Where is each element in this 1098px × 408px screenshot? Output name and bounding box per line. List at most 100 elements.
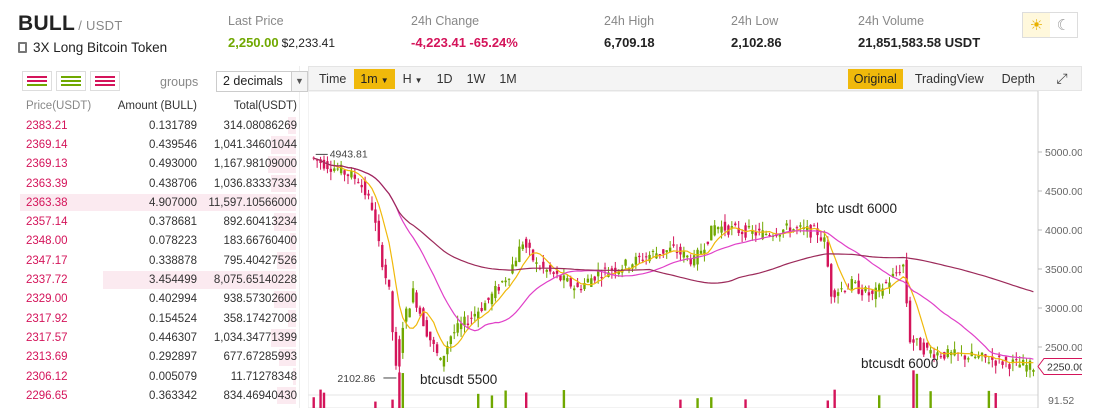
candle-body <box>435 344 439 354</box>
order-book-row[interactable]: 2363.39 0.438706 1,036.83337334 <box>18 174 299 193</box>
volume-bar <box>562 390 566 408</box>
order-book-row[interactable]: 2329.00 0.402994 938.57302600 <box>18 290 299 309</box>
groups-label: groups <box>160 75 199 89</box>
view-tradingview[interactable]: TradingView <box>914 71 984 86</box>
candle-body <box>720 226 723 233</box>
row-price: 2306.12 <box>26 370 68 383</box>
row-total: 892.60413234 <box>223 216 297 229</box>
chevron-down-icon[interactable]: ▼ <box>414 75 423 85</box>
candle-body <box>456 323 459 333</box>
view-original[interactable]: Original <box>847 68 903 89</box>
volume-bar <box>929 391 932 408</box>
candle-body <box>518 246 521 262</box>
theme-toggle[interactable]: ☀ ☾ <box>1022 12 1078 38</box>
candle-body <box>977 355 980 358</box>
candle-body <box>943 352 946 359</box>
volume-bar <box>401 373 405 408</box>
candle-body <box>576 282 579 288</box>
row-price: 2296.65 <box>26 389 68 402</box>
candle-body <box>357 182 360 184</box>
row-amount: 0.154524 <box>149 312 197 325</box>
candlestick-chart[interactable]: 5000.00 4500.00 4000.00 3500.00 3000.00 2500.… <box>307 90 1087 408</box>
order-book-row[interactable]: 2337.72 3.454499 8,075.65140228 <box>18 270 299 289</box>
volume-bar <box>994 393 997 408</box>
candle-body <box>490 293 494 305</box>
row-total: 938.57302600 <box>223 293 297 306</box>
chevron-down-icon[interactable]: ▼ <box>380 75 389 85</box>
order-book-row[interactable]: 2306.12 0.005079 11.71278348 <box>18 367 299 386</box>
order-book-row[interactable]: 2317.92 0.154524 358.17427008 <box>18 309 299 328</box>
order-book-row[interactable]: 2383.21 0.131789 314.08086269 <box>18 116 299 135</box>
order-book-row[interactable]: 2317.57 0.446307 1,034.34771399 <box>18 328 299 347</box>
candle-body <box>703 249 706 255</box>
candle-body <box>710 225 713 241</box>
candle-body <box>343 170 346 175</box>
moon-icon[interactable]: ☾ <box>1056 17 1071 34</box>
candle-body <box>925 342 929 348</box>
candle-body <box>624 259 627 266</box>
candle-body <box>658 254 662 256</box>
candle-body <box>782 229 785 233</box>
price-tick-label: 3500.00 <box>1045 264 1082 276</box>
candle-body <box>987 362 991 364</box>
groups-value: 2 decimals <box>223 74 283 88</box>
candle-body <box>603 267 607 269</box>
candle-body <box>552 272 555 275</box>
volume-bar <box>744 399 747 408</box>
candle-body <box>559 275 562 281</box>
candle-body <box>973 356 977 358</box>
order-book-row[interactable]: 2357.14 0.378681 892.60413234 <box>18 212 299 231</box>
interval-time[interactable]: Time <box>319 71 347 86</box>
interval-1w[interactable]: 1W <box>466 71 486 86</box>
candle-body <box>668 247 672 252</box>
volume-bar <box>319 389 322 408</box>
order-book-row[interactable]: 2363.38 4.907000 11,597.10566000 <box>18 193 299 212</box>
candle-body <box>991 356 994 360</box>
interval-h[interactable]: H ▼ <box>402 71 423 86</box>
interval-1d[interactable]: 1D <box>436 71 453 86</box>
candle-body <box>905 259 908 304</box>
chevron-down-icon[interactable]: ▼ <box>291 72 307 91</box>
candle-body <box>651 250 655 252</box>
candle-body <box>374 209 377 223</box>
price-chart-panel: Time 1m ▼ H ▼ 1D 1W 1M Original TradingView Depth… <box>307 66 1087 408</box>
candle-body <box>511 264 514 274</box>
candle-body <box>936 352 939 356</box>
ask-rows: 2383.21 0.131789 314.08086269 2369.14 0.4395… <box>18 116 299 405</box>
candle-body <box>569 277 572 287</box>
depth-bar <box>271 174 296 193</box>
candle-body <box>439 357 442 361</box>
candle-body <box>579 288 583 291</box>
groups-select[interactable]: 2 decimals ▼ <box>216 71 308 92</box>
volume-bar <box>525 392 528 408</box>
low-marker-label: 2102.86 <box>337 373 375 385</box>
order-book-row[interactable]: 2348.00 0.078223 183.66760400 <box>18 232 299 251</box>
order-book-row[interactable]: 2369.14 0.439546 1,041.34601044 <box>18 135 299 154</box>
sun-icon[interactable]: ☀ <box>1023 13 1050 37</box>
candle-body <box>871 290 874 294</box>
candle-body <box>932 354 936 358</box>
candle-body <box>874 287 877 300</box>
depth-bar <box>271 136 296 154</box>
low-value: 2,102.86 <box>731 35 782 50</box>
row-price: 2347.17 <box>26 254 68 267</box>
book-bids-view-icon[interactable] <box>56 71 86 91</box>
book-asks-view-icon[interactable] <box>90 71 120 91</box>
candle-body <box>480 307 483 312</box>
volume-bar <box>710 397 713 408</box>
order-book-row[interactable]: 2369.13 0.493000 1,167.98109000 <box>18 155 299 174</box>
view-depth[interactable]: Depth <box>1001 71 1035 86</box>
book-both-view-icon[interactable] <box>22 71 52 91</box>
candle-body <box>453 332 456 334</box>
order-book-row[interactable]: 2347.17 0.338878 795.40427526 <box>18 251 299 270</box>
candle-body <box>367 193 370 196</box>
fullscreen-icon[interactable]: ⤢ <box>1056 70 1068 86</box>
order-book-row[interactable]: 2296.65 0.363342 834.46940430 <box>18 386 299 405</box>
candle-body <box>473 313 476 317</box>
row-amount: 0.338878 <box>149 254 197 267</box>
candle-body <box>514 260 518 267</box>
order-book-row[interactable]: 2313.69 0.292897 677.67285993 <box>18 348 299 367</box>
interval-1m[interactable]: 1m ▼ <box>354 68 395 89</box>
volume-bar <box>391 399 394 408</box>
interval-1m[interactable]: 1M <box>499 71 517 86</box>
